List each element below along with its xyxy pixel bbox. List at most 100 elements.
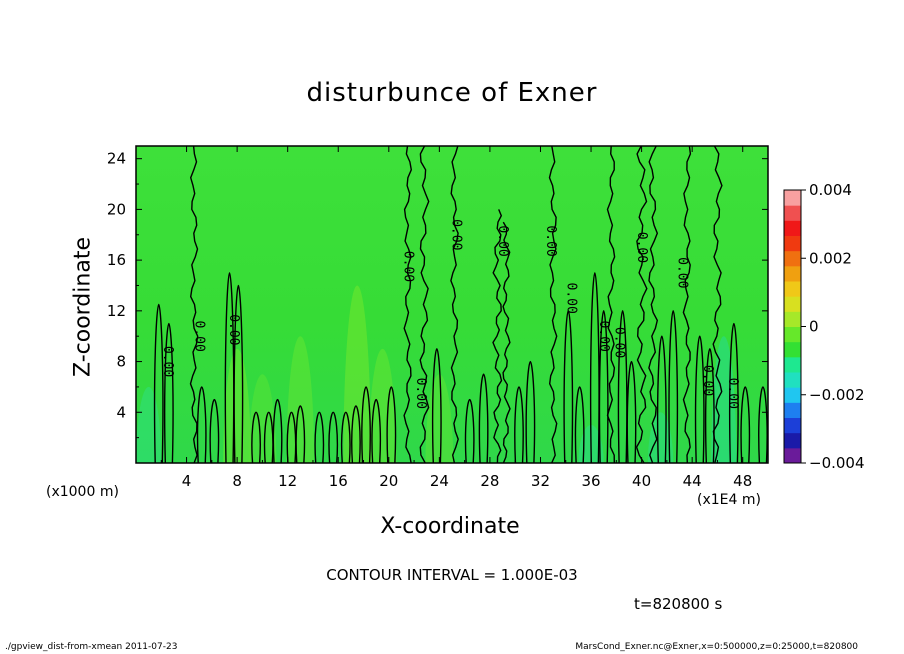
contour-loop [758,386,768,463]
colorbar: 0.004 0.002 0 −0.002 −0.004 [783,181,865,472]
contour-loop [464,398,475,463]
contour-label: 0.00 [495,225,510,256]
contour-label: 0.00 [226,314,241,345]
x-tick-label: 8 [232,472,242,490]
colorbar-segment [784,265,801,282]
contour-loop [386,386,397,463]
x-tick-label: 28 [480,472,499,490]
contour-label: 0.00 [611,327,626,358]
colorbar-segment [784,402,801,418]
contour-loop [371,398,382,463]
x-scale-label: (x1E4 m) [697,492,761,508]
contour-loop [668,310,679,463]
colorbar-segment [784,417,801,434]
colorbar-tick-label: −0.004 [809,454,865,472]
contour-label: 0.00 [596,321,611,352]
contour-label: 0.00 [563,283,578,314]
shading-plume [248,374,277,463]
x-tick-label: 12 [278,472,297,490]
colorbar-segment [784,356,801,373]
contour-loop [224,272,235,463]
footer-right: MarsCond_Exner.nc@Exner,x=0:500000,z=0:2… [575,642,858,652]
contour-line [189,146,199,463]
y-tick-label: 20 [107,200,126,218]
contour-loop [272,398,283,463]
x-tick-label: 4 [182,472,192,490]
y-axis-label: Z-coordinate [70,237,96,377]
contour-loop [431,348,442,463]
contour-loop [598,310,609,463]
contour-line [635,146,648,463]
contour-line [648,146,659,463]
colorbar-tick-label: 0.002 [809,249,852,267]
contour-interval-label: CONTOUR INTERVAL = 1.000E-03 [326,566,578,584]
y-tick-label: 4 [116,403,126,421]
plot-frame [135,145,769,464]
contour-loop [563,310,574,463]
contour-loop [340,411,351,463]
colorbar-segment [784,190,801,206]
contour-label: 0.00 [160,346,175,377]
colorbar-tick-label: 0 [809,318,819,336]
contour-loop [328,411,339,463]
colorbar-segment [784,281,801,297]
contour-loop [351,405,361,463]
x-unit-label: (x1000 m) [46,484,119,500]
contour-label: 0.00 [725,378,740,409]
contour-loop [196,386,207,463]
contour-loop [514,386,524,463]
colorbar-segment [784,447,801,464]
contour-lines [153,146,768,463]
contour-line [682,146,692,463]
contour-line [419,146,430,463]
contour-loop [478,373,489,463]
shading-cool-patch [647,412,674,463]
contour-loop [163,322,174,463]
colorbar-segment [784,311,801,327]
contour-loop [153,303,164,463]
contour-loop [233,284,244,463]
x-axis: 4 8 12 16 20 24 28 32 36 40 44 48 [160,146,752,490]
contour-loop [740,386,751,463]
contour-label: 0.00 [675,257,690,288]
x-tick-label: 24 [430,472,449,490]
x-tick-label: 40 [632,472,651,490]
contour-label: 0.00 [700,365,715,396]
contour-loop [626,360,637,463]
contour-loop [525,360,536,463]
contour-line [606,146,616,463]
x-tick-label: 36 [581,472,600,490]
contour-loop [361,386,371,463]
contour-label: 0.00 [448,219,463,250]
x-axis-label: X-coordinate [380,514,520,539]
contour-loop [694,335,705,463]
contour-loop [574,386,585,463]
contour-label: 0.00 [400,251,415,282]
y-axis: 4 8 12 16 20 24 [107,150,768,439]
colorbar-segment [784,235,801,252]
contour-line [502,221,511,463]
x-tick-label: 16 [329,472,348,490]
x-tick-label: 32 [531,472,550,490]
contour-loop [589,272,600,463]
contour-label: 0.00 [413,378,428,409]
colorbar-tick-label: −0.002 [809,386,865,404]
colorbar-segment [784,341,801,358]
shading-plume [343,285,372,463]
x-tick-label: 20 [379,472,398,490]
contour-loop [656,335,667,463]
contour-loop [704,348,715,463]
contour-label: 0.00 [634,232,649,263]
colorbar-segment [784,220,801,236]
contour-label: 0.00 [543,225,558,256]
y-tick-label: 24 [107,150,126,168]
shading-plume [286,336,315,463]
x-tick-label: 44 [683,472,702,490]
colorbar-tick-label: 0.004 [809,181,852,199]
contour-label-layer: 0.000.00 0.000.000.000.00 0.00 0.000.000.00… [160,219,740,409]
colorbar-segment [784,296,801,312]
shading-plume [368,348,397,463]
colorbar-segment [784,326,801,343]
contour-line [450,146,459,463]
